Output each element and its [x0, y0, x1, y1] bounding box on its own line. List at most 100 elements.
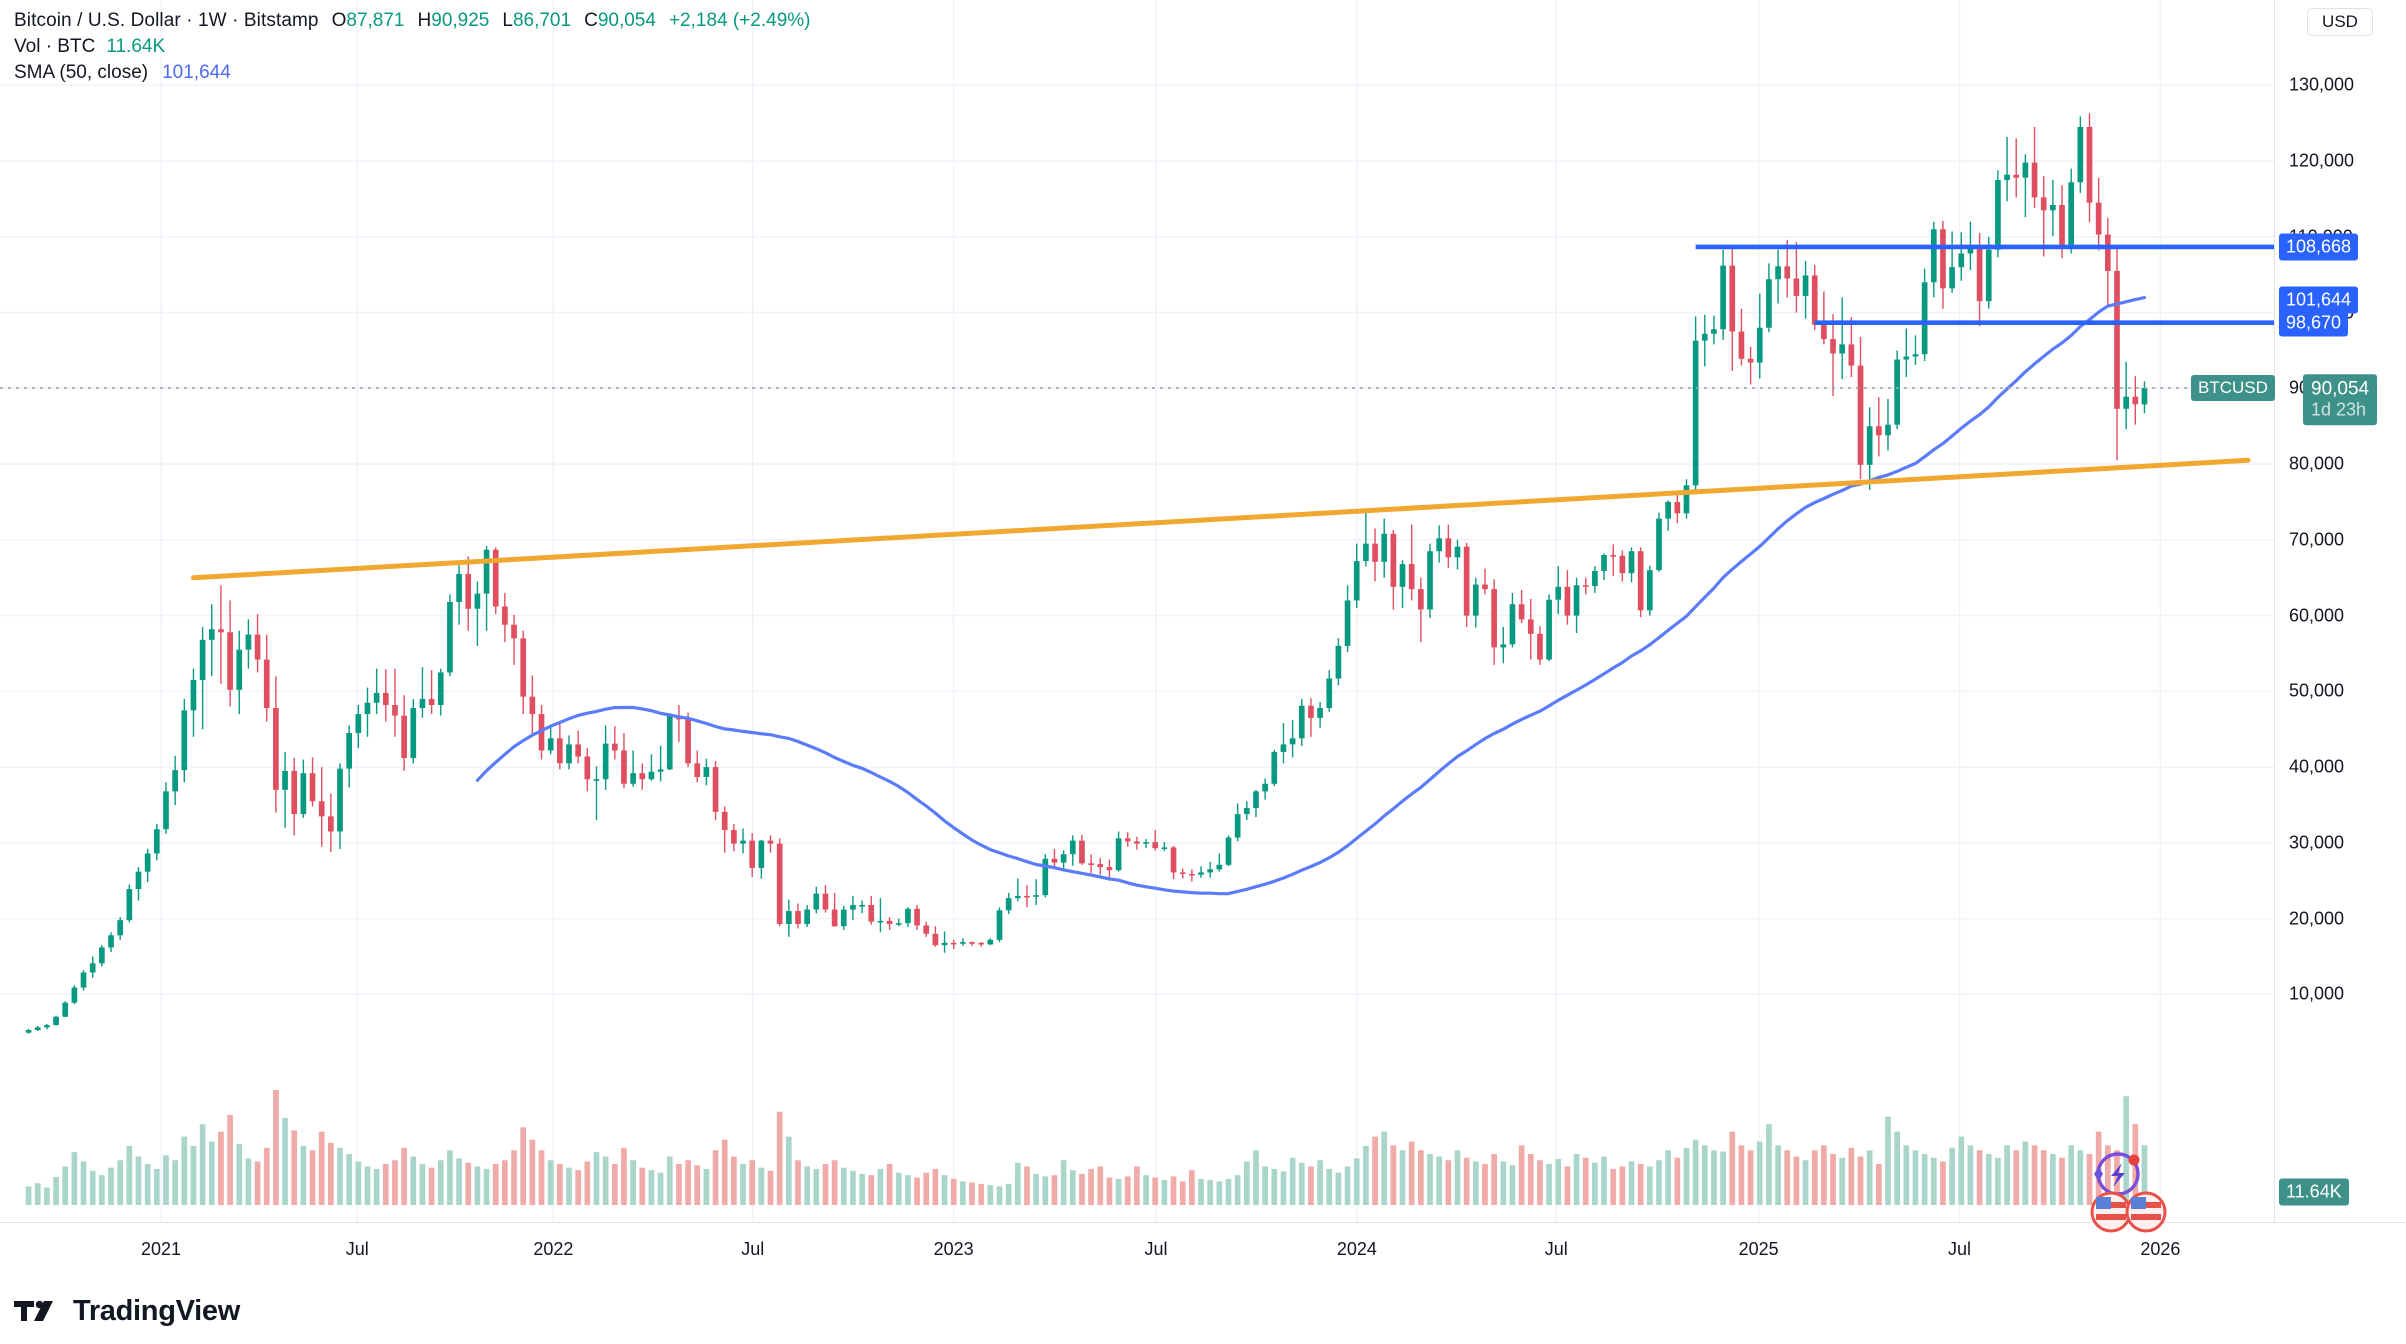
- volume-bar: [657, 1172, 664, 1205]
- candle-body: [749, 840, 756, 868]
- volume-bar: [172, 1160, 178, 1205]
- volume-bar: [941, 1175, 948, 1205]
- chart-plot-area[interactable]: [0, 0, 2274, 1222]
- candle-body: [1555, 586, 1562, 600]
- candle-body: [1253, 791, 1259, 809]
- price-axis-tick: 120,000: [2289, 150, 2355, 171]
- volume-bar: [703, 1168, 710, 1205]
- candle-body: [914, 908, 920, 926]
- legend-row-volume[interactable]: Vol · BTC 11.64K: [14, 36, 810, 62]
- volume-bar: [1903, 1145, 1910, 1205]
- time-axis[interactable]: 2021 Jul 2022 Jul 2023 Jul 2024 Jul 2025 Jul 2026: [0, 1222, 2406, 1278]
- price-level-tag[interactable]: 101,644: [2279, 286, 2359, 314]
- volume-bar: [108, 1167, 114, 1205]
- volume-bar: [630, 1160, 636, 1205]
- volume-bar: [1069, 1170, 1076, 1205]
- volume-bar: [1610, 1168, 1617, 1205]
- time-axis-tick: Jul: [1144, 1239, 1168, 1259]
- candle-body: [99, 947, 105, 964]
- us-flag-marker-2[interactable]: [2125, 1191, 2167, 1233]
- volume-bar: [401, 1147, 407, 1205]
- volume-bar: [2086, 1154, 2093, 1205]
- candle-body: [465, 573, 472, 609]
- volume-bar: [593, 1152, 600, 1205]
- volume-bar: [2050, 1154, 2056, 1205]
- candle-body: [1298, 705, 1305, 739]
- volume-bar: [1701, 1145, 1708, 1205]
- volume-bar: [1207, 1180, 1214, 1205]
- candle-body: [382, 692, 389, 705]
- candle-body: [2123, 396, 2129, 409]
- volume-bar: [1463, 1157, 1470, 1205]
- volume-bar: [740, 1163, 746, 1205]
- price-axis-tick: 50,000: [2289, 680, 2345, 701]
- volume-bar: [190, 1145, 197, 1205]
- candle-body: [1234, 814, 1241, 838]
- time-axis-tick: Jul: [1948, 1239, 1972, 1259]
- legend-row-sma[interactable]: SMA (50, close) 101,644: [14, 62, 810, 88]
- candle-body: [1262, 783, 1268, 792]
- candle-body: [1967, 246, 1974, 254]
- volume-bar: [2004, 1145, 2010, 1205]
- volume-bar: [1042, 1176, 1049, 1205]
- volume-bar: [520, 1127, 527, 1205]
- candle-body: [1601, 555, 1607, 571]
- volume-bar: [273, 1090, 279, 1205]
- volume-bar: [511, 1150, 517, 1205]
- currency-button[interactable]: USD: [2307, 8, 2373, 36]
- volume-bar: [1051, 1175, 1058, 1205]
- candle-body: [1445, 538, 1452, 558]
- candle-body: [62, 1002, 69, 1017]
- time-axis-tick: 2022: [533, 1239, 574, 1259]
- volume-value-tag[interactable]: 11.64K: [2279, 1178, 2349, 1206]
- ai-sparkle-icon[interactable]: [2094, 1152, 2140, 1196]
- volume-bar: [1839, 1157, 1846, 1205]
- candle-body: [346, 733, 353, 769]
- candle-body: [1216, 864, 1223, 870]
- time-axis-tick: 2021: [140, 1239, 182, 1259]
- volume-bar: [2077, 1150, 2084, 1205]
- volume-bar: [969, 1182, 975, 1205]
- candle-body: [227, 632, 233, 690]
- candle-body: [1161, 847, 1168, 850]
- candle-body: [996, 910, 1003, 940]
- symbol-title[interactable]: Bitcoin / U.S. Dollar · 1W · Bitstamp: [14, 10, 319, 31]
- price-level-tag[interactable]: 98,670: [2279, 309, 2349, 337]
- candle-body: [2086, 126, 2093, 203]
- candle-body: [712, 767, 719, 812]
- candle-body: [309, 773, 316, 802]
- candle-body: [456, 573, 462, 602]
- candle-body: [767, 840, 774, 844]
- volume-bar: [712, 1150, 719, 1205]
- us-flag-marker-1[interactable]: [2090, 1191, 2132, 1233]
- candle-body: [1509, 604, 1516, 645]
- volume-bar: [905, 1175, 911, 1205]
- volume-bar: [1857, 1156, 1864, 1205]
- candle-body: [831, 909, 838, 927]
- ohlc-low: L86,701: [502, 10, 572, 31]
- time-axis-tick: 2026: [2140, 1239, 2181, 1259]
- last-price-tag[interactable]: 90,054 1d 23h: [2303, 374, 2378, 426]
- candle-body: [71, 987, 78, 1003]
- price-level-tag[interactable]: 108,668: [2279, 233, 2359, 261]
- volume-bar: [721, 1139, 728, 1205]
- price-axis[interactable]: USD 130,000120,000110,000100,00090,00080…: [2191, 0, 2406, 1222]
- volume-bar: [1353, 1158, 1360, 1205]
- volume-bar: [62, 1166, 69, 1205]
- chart-event-markers[interactable]: [2066, 1152, 2186, 1247]
- tradingview-logo[interactable]: TradingView: [14, 1295, 240, 1328]
- ohlc-high: H90,925: [417, 10, 490, 31]
- legend-row-symbol[interactable]: Bitcoin / U.S. Dollar · 1W · Bitstamp O8…: [14, 10, 810, 36]
- candle-body: [245, 634, 252, 650]
- volume-bar: [181, 1136, 188, 1205]
- symbol-price-badge[interactable]: BTCUSD: [2191, 374, 2275, 401]
- candle-body: [1390, 533, 1397, 587]
- volume-bar: [1225, 1178, 1232, 1205]
- candle-body: [1472, 584, 1479, 616]
- volume-bar: [1692, 1139, 1699, 1205]
- candle-body: [437, 672, 444, 705]
- candle-body: [2114, 270, 2120, 409]
- candle-body: [969, 942, 975, 944]
- candle-body: [44, 1025, 50, 1028]
- volume-bar: [1985, 1154, 1992, 1205]
